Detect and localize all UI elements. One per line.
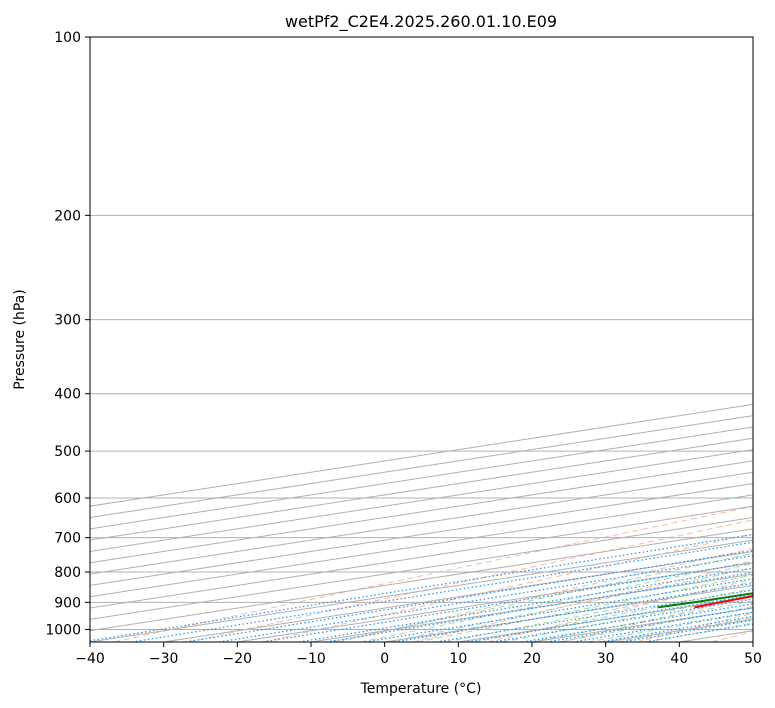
plot-area: -100-90-80-70-60-50-40-30-20-10010203040… xyxy=(90,37,753,642)
y-tick-label: 1000 xyxy=(45,622,81,638)
sounding-profiles xyxy=(657,592,753,609)
dry-adiabat xyxy=(711,630,753,642)
isotherms xyxy=(90,403,753,642)
chart-title: wetPf2_C2E4.2025.260.01.10.E09 xyxy=(285,12,557,32)
x-axis-title: Temperature (°C) xyxy=(360,681,482,697)
dry-adiabat xyxy=(412,563,753,642)
x-tick-label: 30 xyxy=(597,651,615,667)
x-tick-label: −10 xyxy=(296,651,326,667)
dry-adiabat xyxy=(487,578,753,642)
mixing-ratio-line xyxy=(492,598,753,642)
dry-adiabat xyxy=(562,595,753,642)
isotherm-line xyxy=(90,483,753,586)
isotherm-line xyxy=(310,573,753,642)
y-tick-label: 100 xyxy=(54,30,81,46)
dewpoint-profile xyxy=(657,592,753,609)
isotherm-line xyxy=(384,584,753,642)
mixing-ratio-line xyxy=(262,561,753,642)
y-axis-title: Pressure (hPa) xyxy=(12,289,28,389)
y-tick-label: 500 xyxy=(54,444,81,460)
temperature-profile xyxy=(694,595,753,609)
mixing-ratio-line xyxy=(546,607,753,642)
moist-adiabat xyxy=(530,600,753,642)
y-tick-label: 900 xyxy=(54,595,81,611)
x-tick-label: 50 xyxy=(744,651,762,667)
dry-adiabat xyxy=(636,612,753,642)
mixing-ratio-line xyxy=(467,594,753,642)
dry-adiabat xyxy=(263,533,753,642)
x-tick-label: −20 xyxy=(223,651,253,667)
mixing-ratio-line xyxy=(90,533,753,642)
moist-adiabat xyxy=(587,611,753,642)
pressure-gridlines xyxy=(90,37,753,630)
x-tick-label: −40 xyxy=(75,651,105,667)
moist-adiabat xyxy=(645,622,753,642)
plot-frame xyxy=(89,36,754,643)
mixing-ratio-line xyxy=(522,603,753,642)
y-tick-label: 400 xyxy=(54,387,81,403)
isotherm-line xyxy=(90,449,753,552)
mixing-ratio-lines xyxy=(90,533,753,642)
moist-adiabats xyxy=(332,552,753,642)
y-tick-label: 700 xyxy=(54,531,81,547)
x-axis: −40 −30 −20 −10 0 10 20 30 40 50 xyxy=(75,642,762,667)
isotherm-line xyxy=(237,562,753,642)
mixing-ratio-line xyxy=(131,541,753,642)
y-tick-label: 300 xyxy=(54,313,81,329)
dry-adiabat xyxy=(188,519,753,642)
dry-adiabat xyxy=(113,505,753,642)
isotherm-line xyxy=(90,460,753,564)
moist-adiabat xyxy=(616,617,753,642)
mixing-ratio-line xyxy=(572,611,753,642)
isotherm-line xyxy=(90,494,753,598)
dry-adiabats xyxy=(113,505,753,642)
y-tick-label: 200 xyxy=(54,208,81,224)
isotherm-line xyxy=(752,641,753,642)
y-tick-label: 800 xyxy=(54,565,81,581)
dry-adiabat xyxy=(338,548,753,642)
y-tick-label: 600 xyxy=(54,491,81,507)
y-axis: 100 200 300 400 500 600 700 800 900 1000 xyxy=(45,30,90,638)
moist-adiabat xyxy=(332,552,753,642)
isotherm-line xyxy=(458,596,753,642)
isotherm-line xyxy=(90,505,753,609)
x-tick-label: 20 xyxy=(523,651,541,667)
isotherm-line xyxy=(90,539,753,642)
moist-adiabat xyxy=(360,560,753,642)
isotherm-line xyxy=(90,517,753,620)
isotherm-line xyxy=(90,528,753,632)
x-tick-label: 0 xyxy=(380,651,389,667)
isotherm-line xyxy=(605,618,753,642)
mixing-ratio-line xyxy=(436,589,753,642)
moist-adiabat xyxy=(445,581,753,642)
moist-adiabat xyxy=(417,574,753,642)
isotherm-line xyxy=(90,471,753,575)
x-tick-label: −30 xyxy=(149,651,179,667)
x-tick-label: 10 xyxy=(449,651,467,667)
x-tick-label: 40 xyxy=(670,651,688,667)
